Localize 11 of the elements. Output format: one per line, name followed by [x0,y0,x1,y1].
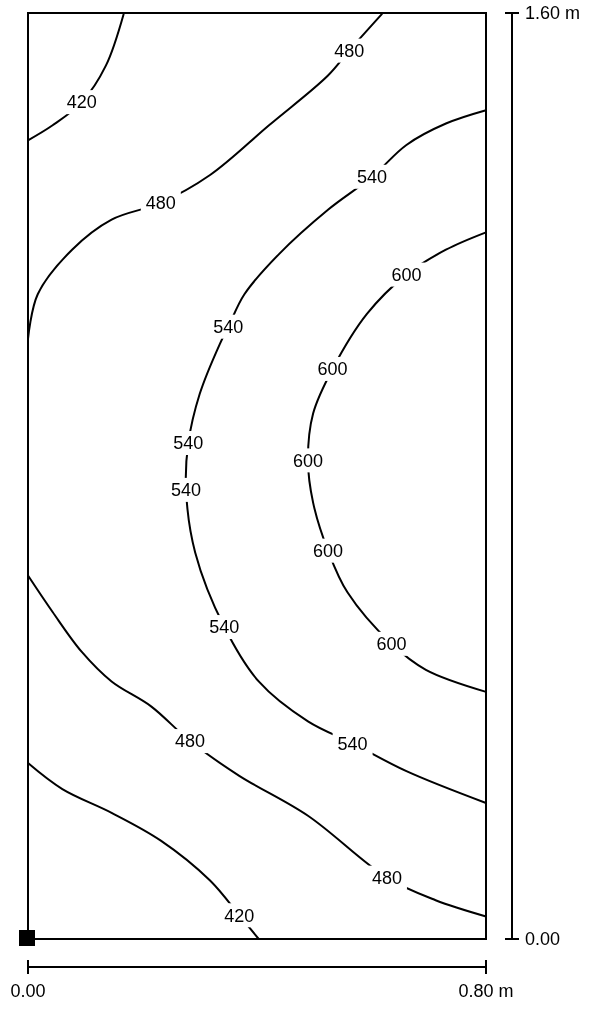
annotation: 600 [317,359,348,380]
annotation: 540 [173,433,204,454]
annotation: 600 [292,450,323,471]
annotation: 540 [170,480,202,501]
y-tick-label: 1.60 m [525,3,581,24]
x-tick-label: 0.80 m [458,981,514,1001]
annotation: 420 [224,905,255,926]
annotation: 480 [334,40,365,61]
annotation: 600 [312,540,344,561]
annotation: 540 [213,316,244,337]
annotation: 540 [209,617,240,638]
